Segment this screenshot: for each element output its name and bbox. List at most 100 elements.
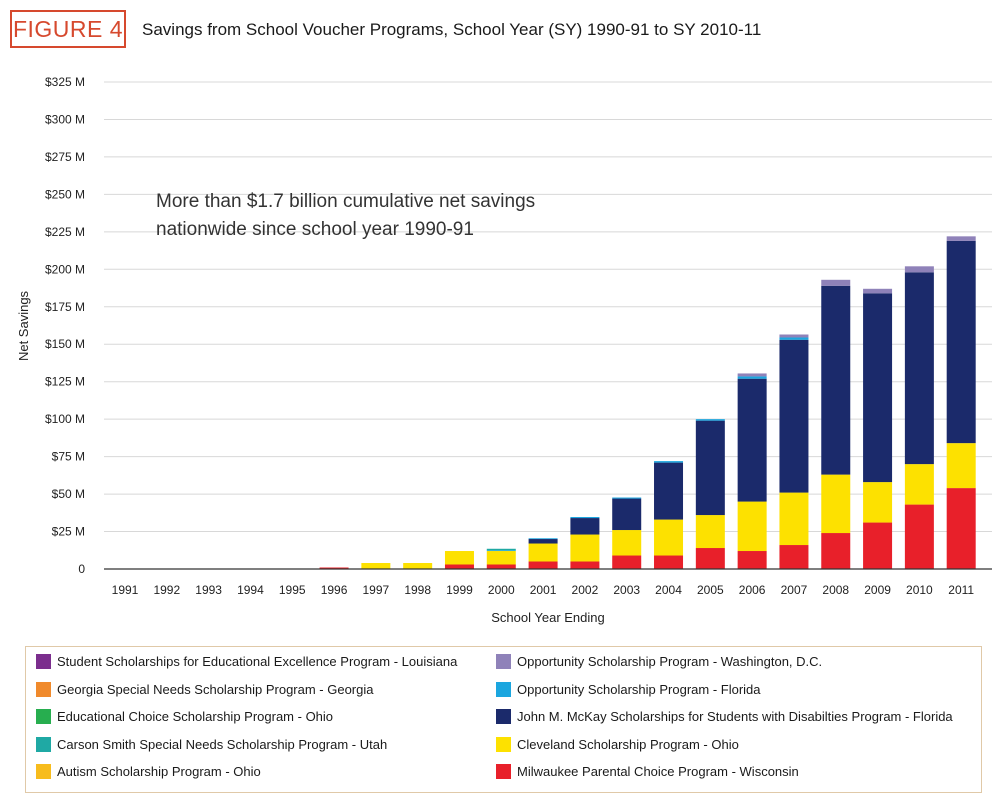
x-tick-label: 2007 — [781, 583, 808, 597]
y-tick-label: $25 M — [52, 525, 85, 539]
legend-swatch — [496, 764, 511, 779]
x-tick-label: 2006 — [739, 583, 766, 597]
legend-label: Milwaukee Parental Choice Program - Wisc… — [517, 764, 799, 779]
x-tick-label: 2003 — [613, 583, 640, 597]
legend-swatch — [496, 681, 511, 697]
bar-segment — [528, 538, 558, 540]
y-tick-label: 0 — [78, 562, 85, 576]
stacked-bar-chart: 0 $25 M $50 M $75 M $100 M $125 M $150 M $175 M… — [16, 75, 992, 625]
bar-segment — [821, 533, 851, 569]
legend-item: Georgia Special Needs Scholarship Progra… — [36, 681, 374, 697]
bar-segment — [904, 272, 934, 465]
x-tick-label: 2010 — [906, 583, 933, 597]
bar-segment — [946, 443, 976, 489]
bar-segment — [528, 543, 558, 562]
bar-segment — [779, 337, 809, 340]
x-axis-title: School Year Ending — [491, 610, 604, 625]
legend-swatch — [496, 654, 511, 669]
bar-segment — [737, 376, 767, 379]
bar-segment — [486, 550, 516, 552]
y-tick-label: $325 M — [45, 75, 85, 89]
bar-segment — [779, 339, 809, 493]
bar-segment — [737, 501, 767, 552]
bar-segment — [570, 518, 600, 535]
bar-segment — [654, 519, 684, 556]
y-axis-title: Net Savings — [16, 290, 31, 361]
y-tick-label: $125 M — [45, 375, 85, 389]
legend-swatch — [496, 709, 511, 724]
bar-segment — [821, 474, 851, 534]
bar-segment — [444, 564, 474, 569]
legend-item: Carson Smith Special Needs Scholarship P… — [36, 736, 388, 752]
bar-segment — [695, 515, 725, 549]
bar-segment — [528, 561, 558, 569]
bar-segment — [695, 419, 725, 421]
y-tick-label: $225 M — [45, 225, 85, 239]
y-tick-label: $250 M — [45, 187, 85, 201]
x-tick-label: 1998 — [404, 583, 431, 597]
bar-segment — [486, 551, 516, 565]
bar-segment — [486, 548, 516, 551]
x-tick-label: 2009 — [864, 583, 891, 597]
figure-label: FIGURE 4 — [10, 10, 126, 48]
bar-segment — [695, 420, 725, 516]
bar-segment — [444, 551, 474, 565]
bar-segment — [946, 488, 976, 569]
legend-label: Autism Scholarship Program - Ohio — [57, 764, 261, 779]
bar-segment — [863, 293, 893, 483]
legend-label: Carson Smith Special Needs Scholarship P… — [57, 736, 388, 752]
bar-segment — [863, 522, 893, 569]
y-tick-label: $100 M — [45, 412, 85, 426]
bar-segment — [612, 498, 642, 531]
y-axis-ticks: 0 $25 M $50 M $75 M $100 M $125 M $150 M $175 M… — [45, 75, 85, 576]
bar-segment — [779, 492, 809, 546]
bars — [110, 236, 976, 569]
x-tick-label: 2001 — [530, 583, 557, 597]
x-tick-label: 1997 — [363, 583, 390, 597]
bar-segment — [863, 482, 893, 523]
bar-segment — [361, 563, 391, 569]
annotation-line-2: nationwide since school year 1990-91 — [156, 219, 474, 240]
legend-item: Student Scholarships for Educational Exc… — [36, 654, 457, 669]
legend-item: Autism Scholarship Program - Ohio — [36, 764, 261, 779]
x-axis-ticks: 1991 1992 1993 1994 1995 1996 1997 1998 1999 2000… — [112, 583, 975, 597]
bar-segment — [946, 236, 976, 241]
legend-swatch — [496, 736, 511, 752]
bar-segment — [821, 285, 851, 475]
legend: Student Scholarships for Educational Exc… — [25, 646, 982, 793]
x-tick-label: 2000 — [488, 583, 515, 597]
bar-segment — [695, 548, 725, 569]
legend-swatch — [36, 709, 51, 724]
x-tick-label: 2011 — [948, 583, 974, 597]
x-tick-label: 1994 — [237, 583, 264, 597]
x-tick-label: 1996 — [321, 583, 348, 597]
legend-swatch — [36, 764, 51, 779]
bar-segment — [904, 266, 934, 273]
legend-label: John M. McKay Scholarships for Students … — [517, 709, 953, 724]
bar-segment — [570, 561, 600, 569]
bar-segment — [570, 534, 600, 562]
legend-item: Cleveland Scholarship Program - Ohio — [496, 736, 739, 752]
bar-segment — [904, 464, 934, 505]
bar-segment — [946, 240, 976, 444]
annotation-line-1: More than $1.7 billion cumulative net sa… — [156, 191, 535, 212]
gridlines — [104, 81, 992, 533]
bar-segment — [779, 334, 809, 338]
x-tick-label: 1991 — [112, 583, 139, 597]
legend-label: Student Scholarships for Educational Exc… — [57, 654, 458, 669]
legend-item: Opportunity Scholarship Program - Washin… — [496, 654, 822, 669]
bar-segment — [737, 378, 767, 502]
bar-segment — [737, 551, 767, 569]
legend-item: John M. McKay Scholarships for Students … — [496, 709, 953, 724]
x-tick-label: 1995 — [279, 583, 306, 597]
chart-title: Savings from School Voucher Programs, Sc… — [142, 20, 762, 39]
bar-segment — [779, 545, 809, 569]
legend-label: Georgia Special Needs Scholarship Progra… — [57, 681, 374, 697]
bar-segment — [612, 497, 642, 499]
y-tick-label: $150 M — [45, 337, 85, 351]
bar-segment — [821, 279, 851, 286]
y-tick-label: $275 M — [45, 150, 85, 164]
bar-segment — [654, 462, 684, 520]
bar-segment — [319, 567, 349, 569]
x-tick-label: 2004 — [655, 583, 682, 597]
